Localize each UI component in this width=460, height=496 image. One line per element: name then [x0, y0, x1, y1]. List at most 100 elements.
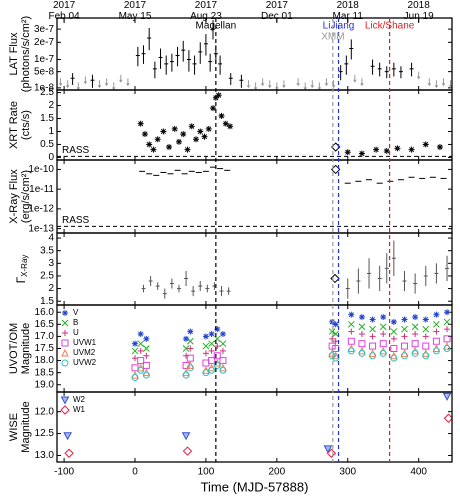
marker	[267, 85, 272, 89]
marker	[400, 342, 408, 350]
y-tick-label: 1e-8	[34, 82, 54, 93]
data-point	[142, 371, 150, 379]
data-point	[175, 46, 180, 67]
data-point	[432, 337, 440, 345]
marker	[143, 336, 149, 342]
marker	[184, 147, 191, 153]
data-point	[427, 78, 432, 87]
marker	[150, 147, 156, 153]
y-tick-label: 17.0	[35, 331, 55, 342]
data-point	[158, 48, 163, 69]
legend-label: W1	[73, 405, 86, 414]
data-point	[141, 131, 148, 138]
y-tick-label: 1.5	[40, 296, 54, 307]
data-point	[356, 268, 361, 294]
marker	[347, 347, 355, 355]
data-point	[253, 82, 258, 90]
data-point	[432, 347, 440, 355]
data-point	[171, 125, 178, 132]
x-tick-label: 300	[339, 467, 356, 478]
marker	[373, 147, 379, 153]
data-point	[202, 342, 210, 350]
marker	[253, 87, 258, 90]
marker	[391, 319, 397, 325]
marker	[213, 361, 221, 369]
data-point	[408, 146, 415, 153]
data-point	[191, 286, 196, 297]
data-point	[215, 92, 222, 99]
data-point	[137, 366, 145, 374]
y-tick-label: 12.5	[35, 428, 55, 439]
data-point	[76, 82, 81, 90]
marker	[433, 312, 439, 318]
marker	[142, 131, 148, 137]
data-point	[137, 340, 145, 348]
data-point	[137, 357, 145, 365]
marker	[317, 87, 322, 90]
data-point	[349, 39, 354, 60]
marker	[333, 321, 339, 327]
marker	[61, 359, 69, 367]
marker	[434, 85, 439, 89]
data-point	[184, 270, 189, 287]
marker	[111, 87, 116, 90]
data-point	[246, 80, 251, 89]
data-point	[383, 147, 390, 154]
marker	[347, 320, 355, 328]
data-point	[104, 78, 109, 87]
marker	[193, 136, 199, 142]
y-tick-label: 18.0	[35, 355, 55, 366]
legend-label: V	[73, 308, 79, 317]
marker	[202, 359, 210, 367]
event-label: XMM	[321, 32, 344, 43]
marker	[423, 141, 429, 147]
data-point	[441, 78, 446, 87]
y-tick-label: 5e-8	[34, 66, 54, 77]
data-point	[411, 323, 419, 331]
marker	[448, 85, 452, 89]
y-tick-label: 19.0	[35, 379, 55, 390]
data-point	[347, 347, 355, 355]
marker	[131, 347, 139, 355]
data-point	[400, 342, 408, 350]
y-axis-label: ΓX-Ray	[14, 255, 29, 284]
x-tick-label: 0	[132, 467, 138, 478]
marker	[137, 340, 145, 348]
data-point	[205, 284, 210, 293]
y-tick-label: 0.5	[40, 139, 54, 150]
marker	[328, 352, 336, 360]
data-point	[434, 263, 439, 284]
y-axis-label: Magnitude	[20, 323, 32, 374]
legend-item: UVW2	[61, 358, 97, 367]
data-point	[344, 55, 349, 75]
data-point	[332, 345, 340, 352]
data-point	[401, 316, 408, 323]
marker	[214, 326, 220, 332]
marker	[197, 128, 203, 135]
data-point	[369, 333, 376, 340]
marker	[180, 131, 186, 137]
data-point	[275, 82, 279, 90]
legend-label: B	[73, 318, 78, 327]
data-point	[260, 78, 265, 87]
data-point	[148, 275, 153, 287]
marker	[182, 446, 193, 456]
marker	[369, 342, 377, 350]
data-point	[367, 258, 372, 289]
data-point	[369, 342, 377, 350]
data-point	[208, 340, 215, 348]
y-axis-label: UVOT/OM	[8, 323, 20, 374]
marker	[210, 105, 216, 111]
marker	[422, 325, 430, 333]
marker	[282, 85, 286, 89]
data-point	[324, 78, 329, 87]
marker	[60, 396, 70, 405]
data-point	[186, 364, 194, 372]
top-tick-label: 2018 Mar 11	[332, 0, 363, 22]
marker	[345, 149, 351, 155]
data-point	[131, 374, 139, 381]
data-point	[202, 350, 209, 357]
marker	[303, 87, 308, 90]
y-tick-label: 1	[48, 126, 54, 137]
y-tick-label: 0	[48, 152, 54, 163]
